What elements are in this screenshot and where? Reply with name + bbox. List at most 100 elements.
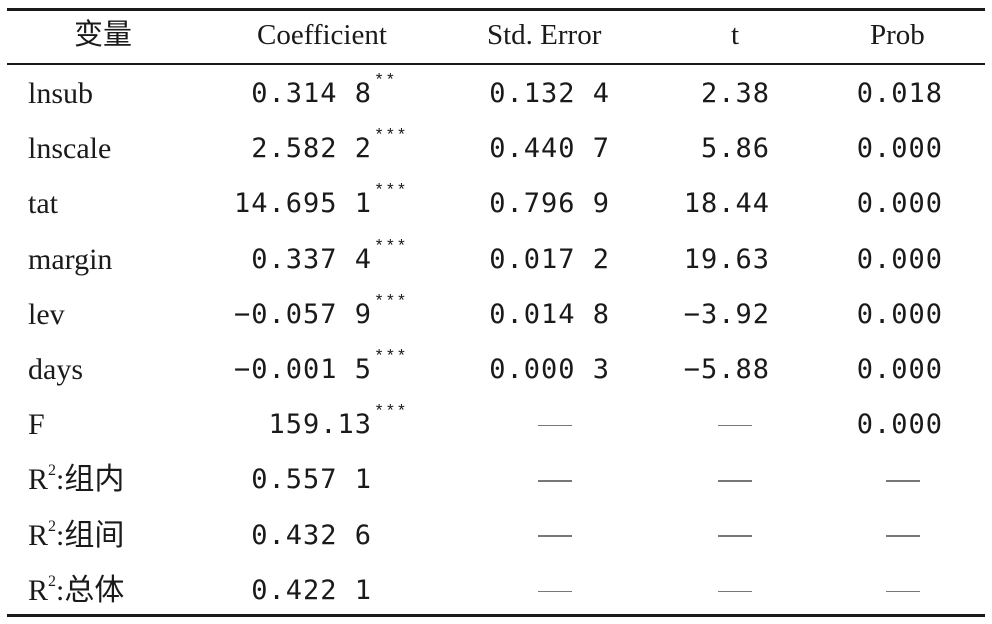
t-value: — <box>700 563 770 618</box>
coefficient-value: −0.001 5 <box>233 354 372 385</box>
prob-value: 0.000 <box>856 298 943 330</box>
row-coefficient: 0.314 8 <box>251 66 372 121</box>
row-variable: R2:总体 <box>28 563 124 618</box>
std-error-value: — <box>520 397 590 452</box>
prob-value: 0.000 <box>856 409 943 441</box>
significance-stars: *** <box>374 348 408 367</box>
prob-value: — <box>868 452 938 507</box>
table-row: F 159.13*** — — 0.000 <box>0 397 992 452</box>
coefficient-value: 159.13 <box>268 409 372 441</box>
empty-dash <box>886 535 920 537</box>
table-top-rule <box>7 8 985 11</box>
variable-superscript: 2 <box>48 517 57 535</box>
row-variable: R2:组间 <box>28 508 124 563</box>
table-header-row: 变量 Coefficient Std. Error t Prob <box>0 0 992 55</box>
prob-value: 0.000 <box>856 133 943 165</box>
row-coefficient: 0.557 1 <box>251 452 372 507</box>
header-t: t <box>731 19 740 51</box>
coefficient-value: 0.422 1 <box>251 574 372 606</box>
table-row: R2:组间 0.432 6 — — — <box>0 508 992 563</box>
coefficient-value: 0.337 4 <box>251 243 372 275</box>
table-row: tat 14.695 1 *** 0.796 9 18.44 0.000 <box>0 176 992 231</box>
variable-suffix: :组内 <box>56 463 125 497</box>
std-error-value: — <box>520 508 590 563</box>
table-row: margin 0.337 4 *** 0.017 2 19.63 0.000 <box>0 232 992 287</box>
prob-value: 0.000 <box>856 354 943 385</box>
variable-name: F <box>28 408 45 442</box>
variable-name: lnscale <box>28 132 112 166</box>
variable-name: lnsub <box>28 77 94 110</box>
variable-name: lev <box>28 297 65 331</box>
empty-dash <box>718 424 752 427</box>
t-value: 5.86 <box>700 133 770 165</box>
empty-dash <box>718 535 752 537</box>
empty-dash <box>718 590 752 593</box>
significance-stars: *** <box>374 237 408 257</box>
std-error-value: 0.000 3 <box>489 354 610 385</box>
row-variable: tat <box>28 176 58 231</box>
t-value: — <box>700 508 770 563</box>
prob-value: 0.000 <box>856 188 943 220</box>
empty-dash <box>886 590 920 593</box>
t-value: −3.92 <box>683 298 770 330</box>
prob-value: 0.018 <box>856 78 943 109</box>
variable-name: margin <box>28 242 113 276</box>
empty-dash <box>538 480 572 482</box>
row-variable: lev <box>28 287 65 342</box>
t-value: 18.44 <box>683 188 770 220</box>
significance-stars: *** <box>374 292 408 312</box>
coefficient-value: 0.314 8 <box>251 78 372 109</box>
significance-stars-cell: *** <box>374 342 408 397</box>
row-coefficient: 0.337 4 <box>251 232 372 287</box>
row-variable: lnscale <box>28 121 111 176</box>
row-variable: lnsub <box>28 66 93 121</box>
variable-name: R <box>28 463 49 497</box>
significance-stars-cell: *** <box>374 397 408 452</box>
std-error-value: 0.796 9 <box>489 188 610 220</box>
row-coefficient: 0.432 6 <box>251 508 372 563</box>
prob-value: 0.000 <box>856 243 943 275</box>
t-value: — <box>700 452 770 507</box>
significance-stars: *** <box>374 403 408 423</box>
prob-value: — <box>868 563 938 618</box>
row-coefficient: 159.13 <box>268 397 372 452</box>
significance-stars-cell: *** <box>374 121 408 176</box>
row-coefficient: −0.057 9 <box>234 287 372 342</box>
row-coefficient: 0.422 1 <box>251 563 372 618</box>
significance-stars-cell: *** <box>374 232 408 287</box>
row-coefficient: 2.582 2 <box>251 121 372 176</box>
table-row: lnscale 2.582 2 *** 0.440 7 5.86 0.000 <box>0 121 992 176</box>
header-std-error: Std. Error <box>487 19 602 51</box>
significance-stars: ** <box>374 72 397 91</box>
coefficient-value: 0.557 1 <box>251 464 372 496</box>
header-coefficient: Coefficient <box>257 19 387 51</box>
std-error-value: — <box>520 563 590 618</box>
coefficient-value: 2.582 2 <box>251 133 372 165</box>
row-variable: margin <box>28 232 112 287</box>
t-value: −5.88 <box>683 354 770 385</box>
variable-suffix: :总体 <box>56 573 125 607</box>
variable-name: R <box>28 518 49 552</box>
table-row: lnsub 0.314 8 ** 0.132 4 2.38 0.018 <box>0 66 992 121</box>
row-coefficient: −0.001 5 <box>234 342 372 397</box>
coefficient-value: 14.695 1 <box>233 188 372 220</box>
row-variable: days <box>28 342 83 397</box>
significance-stars-cell: *** <box>374 176 408 231</box>
std-error-value: 0.132 4 <box>489 78 610 109</box>
variable-suffix: :组间 <box>56 518 125 552</box>
significance-stars: *** <box>374 182 408 202</box>
table-row: R2:总体 0.422 1 — — — <box>0 563 992 618</box>
t-value: — <box>700 397 770 452</box>
empty-dash <box>886 480 920 482</box>
row-variable: F <box>28 397 45 452</box>
variable-name: tat <box>28 187 58 221</box>
header-prob: Prob <box>870 19 925 51</box>
variable-name: R <box>28 573 49 607</box>
t-value: 2.38 <box>700 78 770 109</box>
t-value: 19.63 <box>683 243 770 275</box>
header-variable: 变量 <box>74 19 133 51</box>
variable-superscript: 2 <box>48 572 57 590</box>
empty-dash <box>538 424 572 427</box>
row-variable: R2:组内 <box>28 452 124 507</box>
empty-dash <box>538 590 572 593</box>
